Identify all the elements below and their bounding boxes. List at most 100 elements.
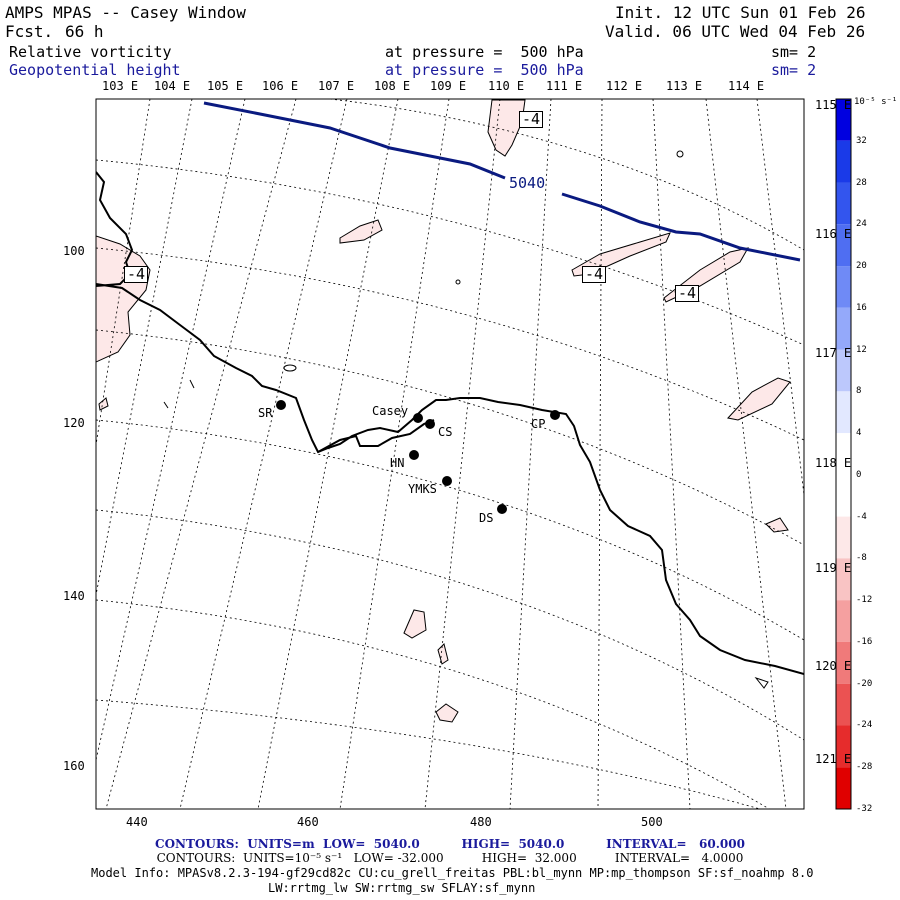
map-content <box>96 99 804 809</box>
station-label-sr: SR <box>258 406 273 420</box>
colorbar-label: 16 <box>856 302 867 313</box>
right-lon-label: 119 E <box>815 561 852 575</box>
vorticity-area <box>435 703 459 723</box>
valid-time: Valid. 06 UTC Wed 04 Feb 26 <box>605 22 866 41</box>
right-lon-label: 116 E <box>815 227 852 241</box>
vorticity-area <box>571 232 671 277</box>
colorbar-segment <box>836 725 851 768</box>
station-label-ds: DS <box>479 511 494 525</box>
colorbar-label: 0 <box>856 469 862 480</box>
station-label-cp: CP <box>531 417 546 431</box>
right-lon-label: 120 E <box>815 659 852 673</box>
top-lon-label: 106 E <box>262 79 299 93</box>
colorbar-segment <box>836 558 851 601</box>
footer-vorticity-contours: CONTOURS: UNITS=10⁻⁵ s⁻¹ LOW= -32.000 HI… <box>156 851 744 865</box>
colorbar-segment <box>836 307 851 350</box>
right-lon-label: 121 E <box>815 752 852 766</box>
top-lon-label: 103 E <box>102 79 139 93</box>
colorbar-segment <box>836 474 851 517</box>
y-axis-label: 160 <box>63 759 85 773</box>
top-lon-label: 107 E <box>318 79 355 93</box>
forecast-label: Fcst. <box>5 22 54 41</box>
colorbar-segment <box>836 641 851 684</box>
height-contour-label: 5040 <box>509 174 546 192</box>
colorbar-frame <box>835 98 852 810</box>
top-lon-label: 112 E <box>606 79 643 93</box>
field2-smoothing: sm= 2 <box>771 61 817 79</box>
map-frame <box>95 98 805 810</box>
vorticity-area <box>487 99 526 157</box>
height-contour-5040 <box>203 101 801 262</box>
right-lon-label: 118 E <box>815 456 852 470</box>
colorbar-segment <box>836 349 851 392</box>
vorticity-shading <box>96 99 791 723</box>
top-lon-label: 105 E <box>207 79 244 93</box>
colorbar-label: -4 <box>856 511 867 522</box>
colorbar-segment <box>836 266 851 308</box>
station-marker <box>550 410 560 420</box>
y-axis-label: 100 <box>63 244 85 258</box>
colorbar-segment <box>836 391 851 434</box>
footer-height-contours: CONTOURS: UNITS=m LOW= 5040.0 HIGH= 5040… <box>155 837 745 851</box>
station-marker <box>425 419 435 429</box>
x-axis-label: 460 <box>297 815 319 829</box>
footer-radiation-info: LW:rrtmg_lw SW:rrtmg_sw SFLAY:sf_mynn <box>268 881 536 895</box>
colorbar-label: -32 <box>856 804 873 814</box>
islands <box>163 150 769 689</box>
colorbar-label: 12 <box>856 344 867 355</box>
colorbar-label: -16 <box>856 636 873 647</box>
colorbar-segment <box>836 99 851 141</box>
top-lon-label: 104 E <box>154 79 191 93</box>
coastline-inner <box>317 419 435 453</box>
station-marker <box>409 450 419 460</box>
colorbar-segment <box>836 182 851 225</box>
top-lon-label: 111 E <box>546 79 583 93</box>
vorticity-area <box>98 397 109 411</box>
vorticity-area <box>765 517 789 533</box>
colorbar-segment <box>836 516 851 559</box>
right-lon-label: 115 E <box>815 98 852 112</box>
colorbar-label: -28 <box>856 762 873 773</box>
station-label-cs: CS <box>438 425 453 439</box>
colorbar-label: -20 <box>856 678 873 689</box>
station-label-casey: Casey <box>372 404 409 418</box>
vorticity-contour-label: -4 <box>675 285 700 302</box>
top-lon-label: 109 E <box>430 79 467 93</box>
station-marker <box>442 476 452 486</box>
colorbar-label: 20 <box>856 261 867 272</box>
vorticity-area <box>96 235 151 363</box>
top-lon-label: 110 E <box>488 79 525 93</box>
colorbar-label: 4 <box>856 428 862 439</box>
y-axis-label: 120 <box>63 416 85 430</box>
x-axis-label: 500 <box>641 815 663 829</box>
colorbar-label: 8 <box>856 386 862 397</box>
y-axis-label: 140 <box>63 589 85 603</box>
vorticity-contour-label: -4 <box>519 111 544 128</box>
colorbar-label: 32 <box>856 135 867 146</box>
colorbar-label: -8 <box>856 553 867 564</box>
x-axis-label: 480 <box>470 815 492 829</box>
vorticity-area <box>339 219 383 244</box>
field2-name: Geopotential height <box>9 61 181 79</box>
x-axis-label: 440 <box>126 815 148 829</box>
coastline <box>96 171 804 675</box>
colorbar-segment <box>836 683 851 726</box>
longitude-grid <box>96 99 804 809</box>
right-lon-label: 117 E <box>815 346 852 360</box>
station-label-hn: HN <box>390 456 405 470</box>
vorticity-contour-label: -4 <box>582 266 607 283</box>
station-markers <box>276 400 560 514</box>
field1-name: Relative vorticity <box>9 43 172 61</box>
station-marker <box>276 400 286 410</box>
latitude-grid <box>96 99 804 809</box>
field1-smoothing: sm= 2 <box>771 43 817 61</box>
colorbar-segment <box>836 600 851 642</box>
plot-title: AMPS MPAS -- Casey Window <box>5 3 246 22</box>
colorbar <box>835 98 852 810</box>
top-lon-label: 108 E <box>374 79 411 93</box>
init-time: Init. 12 UTC Sun 01 Feb 26 <box>615 3 866 22</box>
footer-model-info: Model Info: MPASv8.2.3-194-gf29cd82c CU:… <box>91 866 814 880</box>
colorbar-label: 28 <box>856 177 867 188</box>
colorbar-segment <box>836 140 851 183</box>
